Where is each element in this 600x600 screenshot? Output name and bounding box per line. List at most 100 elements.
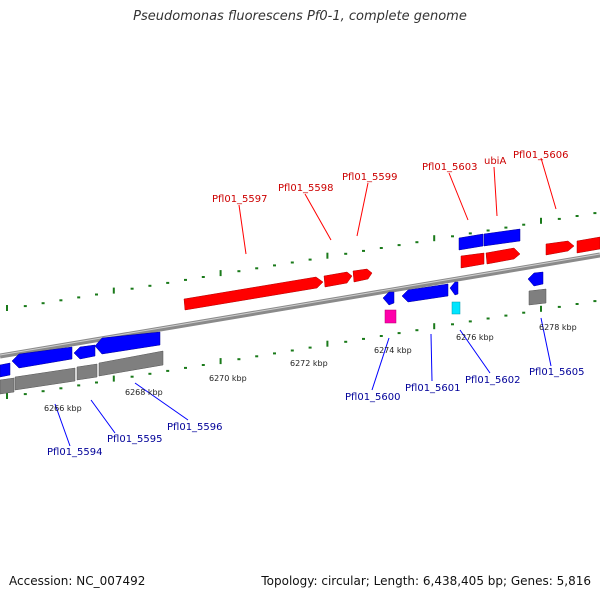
gene-pfl01-5602[interactable] bbox=[449, 281, 459, 296]
minor-tick bbox=[344, 252, 348, 255]
minor-tick bbox=[166, 281, 170, 284]
minor-tick bbox=[95, 381, 98, 384]
major-tick bbox=[540, 217, 542, 224]
gene-pfl01-5599[interactable] bbox=[352, 268, 373, 283]
minor-tick bbox=[415, 241, 419, 244]
gene-label[interactable]: Pfl01_5606 bbox=[513, 150, 569, 161]
minor-tick bbox=[362, 337, 365, 340]
gene-label[interactable]: Pfl01_5595 bbox=[107, 434, 163, 445]
minor-tick bbox=[237, 270, 241, 273]
minor-tick bbox=[77, 384, 81, 387]
gene-pfl01-5605[interactable] bbox=[527, 271, 544, 287]
minor-tick bbox=[77, 296, 81, 299]
minor-tick bbox=[273, 264, 276, 267]
minor-tick bbox=[237, 358, 241, 361]
gene-label[interactable]: Pfl01_5600 bbox=[345, 392, 401, 403]
major-tick bbox=[219, 270, 222, 277]
major-tick bbox=[6, 305, 8, 311]
minor-tick bbox=[557, 305, 561, 308]
gene-label[interactable]: Pfl01_5603 bbox=[422, 162, 478, 173]
minor-tick bbox=[95, 293, 98, 296]
gene-pfl01-5594[interactable] bbox=[11, 346, 73, 369]
minor-tick bbox=[379, 247, 383, 249]
minor-tick bbox=[255, 355, 259, 358]
minor-tick bbox=[201, 364, 205, 366]
minor-tick bbox=[486, 229, 490, 232]
tick-label: 6270 kbp bbox=[209, 374, 247, 383]
upper-tick-row-diagonal bbox=[6, 212, 597, 311]
position-ticks: 6266 kbp 6268 kbp 6270 kbp 6272 kbp 6274… bbox=[44, 323, 577, 413]
minor-tick bbox=[593, 300, 597, 303]
gene-label[interactable]: Pfl01_5597 bbox=[212, 194, 268, 205]
gene-label[interactable]: Pfl01_5594 bbox=[47, 447, 103, 458]
tick-label: 6274 kbp bbox=[374, 346, 412, 355]
genome-info-text: Topology: circular; Length: 6,438,405 bp… bbox=[261, 574, 591, 588]
leader-lines bbox=[54, 157, 557, 447]
gene-label[interactable]: Pfl01_5602 bbox=[465, 375, 521, 386]
minor-tick bbox=[184, 366, 187, 369]
gene-pfl01-5595[interactable] bbox=[73, 344, 96, 360]
minor-tick bbox=[468, 320, 472, 323]
rna-cyan-feature[interactable] bbox=[451, 301, 461, 315]
grey-track bbox=[0, 288, 547, 395]
forward-genes bbox=[183, 236, 600, 311]
reverse-gene-labels: Pfl01_5594 Pfl01_5595 Pfl01_5596 Pfl01_5… bbox=[47, 367, 585, 458]
minor-tick bbox=[522, 311, 526, 314]
tick-label: 6268 kbp bbox=[125, 388, 163, 397]
tick-label: 6266 kbp bbox=[44, 404, 82, 413]
gene-pfl01-5600[interactable] bbox=[382, 291, 395, 306]
gene-pfl01-5603[interactable] bbox=[460, 252, 485, 269]
gene-ubia-blue[interactable] bbox=[483, 228, 521, 247]
gene-pfl01-5598[interactable] bbox=[323, 271, 353, 288]
minor-tick bbox=[557, 217, 561, 220]
minor-tick bbox=[504, 314, 508, 317]
tick-label: 6278 kbp bbox=[539, 323, 577, 332]
map-title: Pseudomonas fluorescens Pf0-1, complete … bbox=[133, 9, 467, 24]
gene-partial-left[interactable] bbox=[0, 362, 11, 378]
minor-tick bbox=[23, 305, 27, 308]
gene-label[interactable]: Pfl01_5601 bbox=[405, 383, 461, 394]
minor-tick bbox=[59, 387, 63, 390]
gene-label[interactable]: Pfl01_5599 bbox=[342, 172, 398, 183]
minor-tick bbox=[468, 232, 472, 235]
minor-tick bbox=[344, 340, 348, 343]
minor-tick bbox=[486, 317, 490, 320]
major-tick bbox=[326, 252, 329, 259]
gene-label[interactable]: Pfl01_5596 bbox=[167, 422, 223, 433]
minor-tick bbox=[166, 369, 170, 372]
gene-label[interactable]: Pfl01_5598 bbox=[278, 183, 334, 194]
minor-tick bbox=[59, 299, 63, 302]
grey-block-5596 bbox=[98, 350, 164, 377]
grey-block-5605 bbox=[528, 288, 547, 306]
gene-label[interactable]: ubiA bbox=[484, 156, 506, 167]
tick-label: 6276 kbp bbox=[456, 333, 494, 342]
rna-magenta-feature[interactable] bbox=[384, 309, 397, 324]
gene-pfl01-5603-blue[interactable] bbox=[458, 233, 484, 251]
minor-tick bbox=[397, 244, 401, 247]
major-tick bbox=[112, 375, 115, 382]
minor-tick bbox=[130, 375, 134, 378]
accession-text: Accession: NC_007492 bbox=[9, 574, 146, 588]
gene-pfl01-5597[interactable] bbox=[183, 276, 324, 311]
minor-tick bbox=[415, 329, 419, 332]
minor-tick bbox=[201, 276, 205, 278]
minor-tick bbox=[148, 284, 152, 287]
gene-partial-right[interactable] bbox=[576, 236, 600, 254]
gene-pfl01-5601[interactable] bbox=[401, 283, 449, 303]
minor-tick bbox=[362, 249, 365, 252]
minor-tick bbox=[290, 349, 294, 352]
tick-label: 6272 kbp bbox=[290, 359, 328, 368]
minor-tick bbox=[184, 278, 187, 281]
minor-tick bbox=[397, 332, 401, 335]
gene-pfl01-5596[interactable] bbox=[94, 331, 161, 355]
rna-features bbox=[384, 301, 461, 324]
grey-block-5595 bbox=[76, 363, 98, 381]
gene-pfl01-5606[interactable] bbox=[545, 240, 575, 256]
gene-ubia[interactable] bbox=[485, 247, 521, 265]
minor-tick bbox=[593, 212, 597, 215]
genome-backbone bbox=[0, 252, 600, 359]
gene-label[interactable]: Pfl01_5605 bbox=[529, 367, 585, 378]
major-tick bbox=[6, 393, 8, 399]
minor-tick bbox=[308, 346, 312, 349]
